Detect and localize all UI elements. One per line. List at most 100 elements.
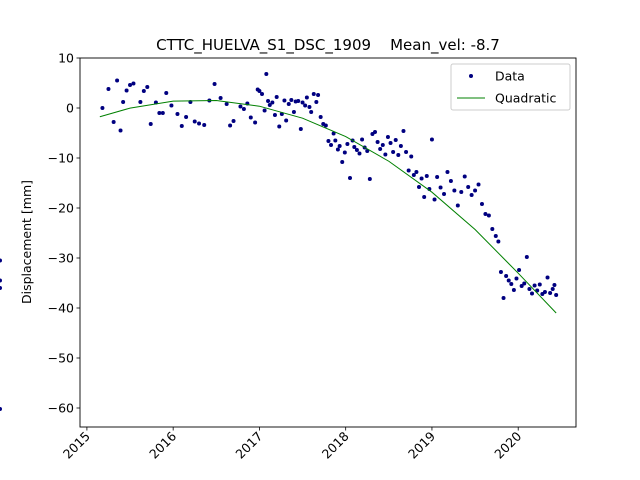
data-point <box>380 143 385 147</box>
data-point <box>504 274 509 278</box>
y-tick-label: −30 <box>48 251 74 266</box>
data-point <box>527 287 532 291</box>
data-point <box>486 213 491 218</box>
data-point <box>417 185 422 189</box>
data-point <box>311 92 316 96</box>
data-point <box>385 135 390 139</box>
data-point <box>542 290 547 294</box>
data-point <box>267 103 272 107</box>
data-point <box>367 177 372 181</box>
data-point <box>519 284 524 288</box>
data-point <box>432 197 437 202</box>
data-point <box>554 293 559 297</box>
data-point <box>241 107 246 111</box>
data-point <box>266 99 271 103</box>
y-tick-label: 0 <box>66 101 74 116</box>
data-point <box>419 176 424 181</box>
data-point <box>424 174 429 178</box>
data-point <box>304 95 309 100</box>
data-point <box>224 102 229 106</box>
y-tick-label: −50 <box>48 351 74 366</box>
data-point <box>197 121 202 126</box>
data-point <box>476 182 481 187</box>
data-point <box>326 139 331 143</box>
data-point <box>307 105 312 109</box>
data-point <box>550 287 555 291</box>
data-point <box>493 234 498 238</box>
data-point <box>483 212 488 216</box>
data-point <box>323 123 328 128</box>
data-point <box>345 142 350 146</box>
data-point <box>354 148 359 152</box>
data-point <box>231 119 236 123</box>
data-point <box>401 129 406 133</box>
data-point <box>398 144 403 148</box>
x-tick-label: 2020 <box>491 428 524 461</box>
data-point <box>406 168 411 173</box>
legend-label: Quadratic <box>495 91 557 106</box>
legend-label: Data <box>495 69 525 84</box>
data-point <box>422 195 427 199</box>
fit-line <box>99 99 557 314</box>
data-point <box>340 160 345 164</box>
data-point <box>552 283 557 287</box>
data-point <box>414 170 419 174</box>
data-point <box>537 282 542 287</box>
y-axis-label: Displacement [mm] <box>19 180 34 304</box>
data-point <box>248 115 253 120</box>
data-point <box>333 138 338 143</box>
data-point <box>335 147 340 152</box>
x-tick-label: 2018 <box>319 428 352 461</box>
data-point <box>192 119 197 124</box>
data-point <box>442 192 447 196</box>
data-point <box>141 89 146 93</box>
data-point <box>517 268 522 272</box>
data-point <box>175 112 180 116</box>
data-point <box>291 110 296 114</box>
data-point <box>404 150 409 154</box>
data-point <box>530 291 535 296</box>
data-point <box>0 407 2 411</box>
data-point <box>284 118 289 123</box>
data-point <box>506 278 511 283</box>
data-point <box>257 89 262 93</box>
data-point <box>253 120 258 125</box>
data-point <box>121 100 126 104</box>
data-point <box>347 176 352 180</box>
data-point <box>309 110 314 114</box>
data-point <box>296 99 301 103</box>
data-point <box>360 137 365 142</box>
x-tick-label: 2016 <box>146 428 179 461</box>
data-point <box>300 100 305 105</box>
x-tick-label: 2017 <box>232 429 265 462</box>
y-tick-label: −60 <box>48 401 74 416</box>
data-point <box>357 151 362 156</box>
data-point <box>455 203 460 208</box>
data-point <box>411 173 416 177</box>
data-point <box>0 258 2 263</box>
data-point <box>448 179 453 183</box>
data-point <box>391 150 396 154</box>
y-tick-label: 10 <box>58 51 74 66</box>
data-point <box>184 115 189 119</box>
data-point <box>286 102 291 106</box>
data-point <box>298 127 303 131</box>
data-point <box>352 145 357 149</box>
data-point <box>378 147 383 151</box>
data-point <box>514 276 519 281</box>
data-point <box>303 103 308 108</box>
data-point <box>473 188 478 193</box>
data-point <box>124 88 129 93</box>
data-point <box>375 140 380 144</box>
data-point <box>179 124 184 128</box>
x-tick-label: 2019 <box>405 428 438 461</box>
data-point <box>496 239 501 244</box>
data-point <box>373 130 378 134</box>
data-point <box>452 188 457 193</box>
data-point <box>532 283 537 288</box>
data-point <box>277 124 282 129</box>
data-point <box>160 111 165 115</box>
data-point <box>459 190 464 194</box>
data-point <box>435 175 440 179</box>
